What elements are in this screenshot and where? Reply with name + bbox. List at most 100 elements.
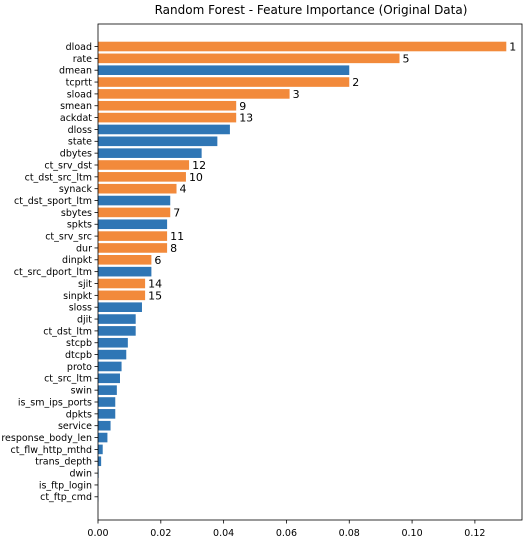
bar-response-body-len — [98, 432, 108, 443]
rank-label: 9 — [239, 100, 246, 113]
rank-label: 10 — [189, 171, 203, 184]
y-tick-label: dinpkt — [62, 255, 92, 266]
y-tick-label: sloss — [69, 303, 92, 314]
rank-label: 11 — [170, 230, 184, 243]
bar-ct-srv-src — [98, 231, 168, 241]
y-tick-label: proto — [67, 362, 92, 373]
x-tick-label: 0.10 — [401, 528, 422, 539]
y-tick-label: ct_ftp_cmd — [40, 492, 92, 503]
x-tick-label: 0.04 — [213, 528, 234, 539]
rank-label: 7 — [173, 206, 180, 219]
y-tick-label: dload — [66, 42, 92, 53]
x-tick-label: 0.02 — [150, 528, 171, 539]
bar-dinpkt — [98, 255, 152, 265]
bar-smean — [98, 100, 237, 111]
bar-ct-flw-http-mthd — [98, 444, 103, 455]
y-tick-label: sjit — [78, 279, 92, 290]
rank-label: 8 — [170, 242, 177, 255]
bar-spkts — [98, 219, 168, 230]
x-tick-label: 0.06 — [276, 528, 297, 539]
bar-sload — [98, 89, 290, 99]
y-tick-label: dbytes — [60, 149, 92, 160]
bar-dmean — [98, 65, 350, 75]
bar-ackdat — [98, 112, 237, 123]
bar-dbytes — [98, 148, 202, 158]
y-tick-labels: dloadratedmeantcprttsloadsmeanackdatdlos… — [1, 42, 98, 503]
y-tick-label: is_ftp_login — [39, 480, 92, 491]
y-tick-label: dmean — [59, 66, 92, 77]
bar-tcprtt — [98, 77, 350, 87]
bar-dload — [98, 41, 507, 52]
chart-title: Random Forest - Feature Importance (Orig… — [155, 3, 468, 17]
y-tick-label: djit — [77, 314, 92, 325]
x-tick-label: 0.00 — [87, 528, 108, 539]
bar-dloss — [98, 124, 230, 135]
bar-djit — [98, 314, 136, 324]
bars-layer — [98, 41, 507, 502]
rank-label: 1 — [509, 41, 516, 54]
bar-ct-dst-sport-ltm — [98, 195, 171, 206]
y-tick-label: smean — [60, 101, 92, 112]
rank-label: 14 — [148, 278, 162, 291]
y-tick-label: ct_dst_sport_ltm — [14, 196, 92, 207]
bar-dur — [98, 243, 168, 253]
plot-frame — [97, 23, 523, 521]
y-tick-label: ct_src_ltm — [44, 374, 92, 385]
x-axis: 0.00 0.02 0.04 0.06 0.08 0.10 0.12 — [87, 520, 485, 539]
bar-sinpkt — [98, 290, 146, 301]
bar-rate — [98, 53, 400, 64]
y-tick-label: dwin — [70, 469, 92, 480]
bar-sbytes — [98, 207, 171, 218]
bar-ct-srv-dst — [98, 160, 190, 170]
y-tick-label: synack — [59, 184, 93, 195]
bar-ct-dst-src-ltm — [98, 172, 186, 182]
bar-state — [98, 136, 218, 147]
rank-label: 4 — [180, 183, 187, 196]
bar-ct-dst-ltm — [98, 326, 136, 336]
bar-dtcpb — [98, 349, 127, 360]
x-tick-label: 0.08 — [339, 528, 360, 539]
bar-proto — [98, 361, 122, 372]
y-tick-label: dur — [76, 243, 92, 254]
y-tick-label: dloss — [68, 125, 92, 136]
y-tick-label: spkts — [67, 220, 92, 231]
rank-label: 6 — [154, 254, 161, 267]
y-tick-label: rate — [73, 54, 92, 65]
y-tick-label: ct_dst_ltm — [43, 326, 92, 337]
bar-synack — [98, 183, 177, 194]
y-tick-label: ct_srv_dst — [44, 160, 92, 171]
y-tick-label: stcpb — [66, 338, 92, 349]
bar-sloss — [98, 302, 142, 312]
rank-label: 12 — [192, 159, 206, 172]
y-tick-label: state — [68, 137, 92, 148]
bar-ct-src-ltm — [98, 373, 120, 384]
rank-label: 3 — [293, 88, 300, 101]
y-tick-label: dpkts — [66, 409, 92, 420]
bar-stcpb — [98, 337, 128, 348]
y-tick-label: sload — [67, 89, 92, 100]
y-tick-label: ct_dst_src_ltm — [25, 172, 92, 183]
bar-service — [98, 420, 111, 431]
rank-label: 5 — [403, 52, 410, 65]
bar-dpkts — [98, 409, 116, 419]
y-tick-label: is_sm_ips_ports — [18, 397, 92, 408]
y-tick-label: ct_flw_http_mthd — [11, 445, 92, 456]
y-tick-label: trans_depth — [35, 457, 92, 468]
bar-is-sm-ips-ports — [98, 397, 116, 407]
rank-label: 2 — [352, 76, 359, 89]
bar-sjit — [98, 278, 146, 289]
bar-swin — [98, 385, 117, 395]
rank-label: 13 — [239, 112, 253, 125]
y-tick-label: response_body_len — [1, 433, 92, 444]
y-tick-label: sbytes — [61, 208, 92, 219]
y-tick-label: swin — [71, 386, 92, 397]
y-tick-label: sinpkt — [63, 291, 92, 302]
bar-trans-depth — [98, 456, 102, 467]
y-tick-label: dtcpb — [65, 350, 92, 361]
y-tick-label: ackdat — [60, 113, 92, 124]
y-tick-label: tcprtt — [66, 77, 93, 88]
rank-label: 15 — [148, 289, 162, 302]
y-tick-label: ct_src_dport_ltm — [14, 267, 92, 278]
